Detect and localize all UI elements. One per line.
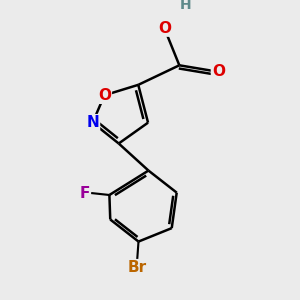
Text: H: H <box>180 0 192 12</box>
Text: Br: Br <box>128 260 147 275</box>
Text: O: O <box>98 88 111 103</box>
Text: O: O <box>212 64 225 79</box>
Text: O: O <box>158 21 171 36</box>
Text: F: F <box>80 185 90 200</box>
Text: N: N <box>86 115 99 130</box>
